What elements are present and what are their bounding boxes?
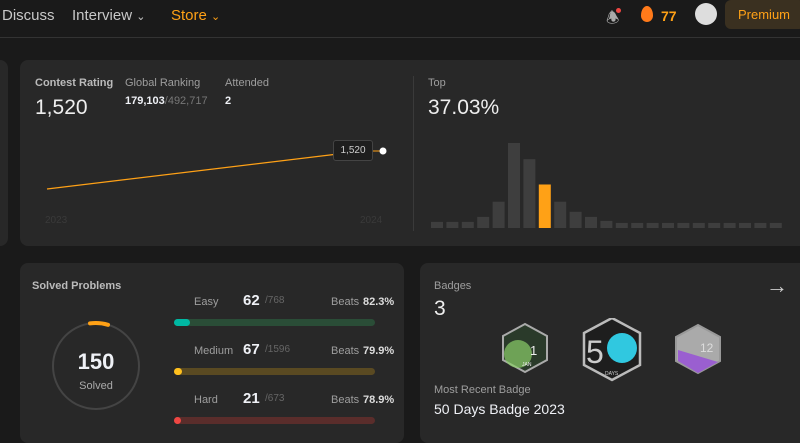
- svg-text:1: 1: [530, 343, 537, 358]
- distribution-bar: [554, 201, 567, 228]
- badges-card: Badges 3 → 1 JAN 5 DAYS 12 Most Recent Bad…: [420, 263, 800, 443]
- premium-button[interactable]: Premium: [725, 0, 800, 29]
- difficulty-row-easy: Easy 62 /768 Beats 82.3%: [194, 292, 394, 312]
- bell-icon[interactable]: 🕭: [606, 8, 622, 27]
- distribution-bar: [477, 216, 490, 228]
- distribution-chart: [431, 143, 782, 228]
- difficulty-total: /768: [265, 295, 285, 306]
- solved-ring: [52, 321, 140, 410]
- distribution-bar: [692, 222, 705, 228]
- rating-point: [379, 147, 387, 155]
- difficulty-total: /673: [265, 393, 285, 404]
- beats-label: Beats: [331, 296, 360, 308]
- difficulty-row-hard: Hard 21 /673 Beats 78.9%: [194, 390, 394, 410]
- top-value: 37.03%: [428, 96, 500, 119]
- solved-sub: Solved: [79, 380, 113, 392]
- distribution-bar: [615, 222, 628, 228]
- ranking-value: 179,103/492,717: [125, 95, 208, 107]
- distribution-bar: [492, 201, 505, 228]
- rating-value: 1,520: [35, 96, 88, 119]
- badge-dec-icon: 12: [675, 323, 721, 375]
- fire-icon: [641, 6, 653, 22]
- distribution-bar: [754, 222, 767, 228]
- badge-jan-icon: 1 JAN: [502, 322, 548, 374]
- distribution-bar: [723, 222, 736, 228]
- beats-value: 82.3%: [363, 296, 395, 308]
- nav-store[interactable]: Store ⌄: [171, 7, 221, 24]
- x-label-end: 2024: [360, 215, 383, 226]
- distribution-bar: [538, 184, 551, 228]
- attended-label: Attended: [225, 77, 270, 89]
- rating-tooltip: 1,520: [333, 140, 373, 161]
- distribution-bar: [508, 143, 520, 228]
- top-nav: Discuss Interview ⌄ Store ⌄ 🕭 77 Premium: [0, 0, 800, 38]
- difficulty-label: Medium: [194, 345, 234, 357]
- svg-text:5: 5: [586, 334, 604, 370]
- difficulty-row-medium: Medium 67 /1596 Beats 79.9%: [194, 341, 394, 361]
- distribution-bar: [431, 221, 443, 228]
- rating-label: Contest Rating: [35, 77, 114, 89]
- difficulty-progress-fill: [174, 417, 181, 424]
- difficulty-solved: 21: [243, 390, 260, 407]
- rating-chart: 2023 2024: [45, 147, 387, 226]
- rating-line: [46, 150, 364, 190]
- x-label-start: 2023: [45, 215, 68, 226]
- difficulty-progress-track: [174, 319, 375, 326]
- distribution-bar: [769, 222, 782, 228]
- beats-value: 78.9%: [363, 394, 395, 406]
- attended-value: 2: [225, 95, 232, 107]
- difficulty-solved: 67: [243, 341, 260, 358]
- streak-count[interactable]: 77: [661, 8, 677, 24]
- distribution-bar: [446, 221, 459, 228]
- recent-badge-label: Most Recent Badge: [434, 384, 531, 396]
- recent-badge-name: 50 Days Badge 2023: [434, 401, 565, 417]
- distribution-bar: [461, 221, 474, 228]
- beats-label: Beats: [331, 345, 360, 357]
- distribution-bar: [646, 222, 659, 228]
- badges-count: 3: [434, 297, 446, 320]
- distribution-bar: [600, 220, 613, 228]
- difficulty-label: Hard: [194, 394, 218, 406]
- difficulty-progress-fill: [174, 319, 191, 326]
- svg-text:12: 12: [700, 341, 714, 355]
- distribution-bar: [708, 222, 721, 228]
- top-label: Top: [428, 77, 446, 89]
- distribution-bar: [677, 222, 690, 228]
- distribution-bar: [739, 222, 751, 228]
- distribution-bar: [631, 222, 644, 228]
- distribution-bar: [585, 216, 597, 228]
- distribution-bar: [523, 159, 536, 228]
- chevron-down-icon: ⌄: [136, 11, 146, 23]
- nav-discuss[interactable]: Discuss: [2, 7, 55, 24]
- beats-value: 79.9%: [363, 345, 395, 357]
- side-card: [0, 60, 8, 246]
- badges-title: Badges: [434, 280, 472, 292]
- solved-count: 150: [77, 349, 115, 374]
- svg-text:JAN: JAN: [522, 362, 532, 368]
- divider: [413, 76, 414, 231]
- arrow-right-icon[interactable]: →: [766, 273, 788, 298]
- distribution-bar: [569, 211, 582, 228]
- solved-ring-arc: [88, 321, 110, 327]
- solved-title: Solved Problems: [32, 280, 122, 292]
- solved-card: Solved Problems 150 Solved Easy 62 /768 …: [20, 263, 404, 443]
- distribution-bar: [662, 222, 674, 228]
- difficulty-total: /1596: [265, 344, 291, 355]
- avatar[interactable]: [695, 3, 717, 25]
- svg-text:DAYS: DAYS: [605, 371, 619, 377]
- difficulty-progress-track: [174, 417, 375, 424]
- difficulty-label: Easy: [194, 296, 219, 308]
- difficulty-solved: 62: [243, 292, 260, 309]
- difficulty-progress-fill: [174, 368, 183, 375]
- nav-interview[interactable]: Interview ⌄: [72, 7, 146, 24]
- beats-label: Beats: [331, 394, 360, 406]
- ranking-label: Global Ranking: [125, 77, 201, 89]
- chevron-down-icon: ⌄: [211, 11, 221, 23]
- difficulty-progress-track: [174, 368, 375, 375]
- contest-card: Contest Rating 1,520 Global Ranking 179,…: [20, 60, 800, 246]
